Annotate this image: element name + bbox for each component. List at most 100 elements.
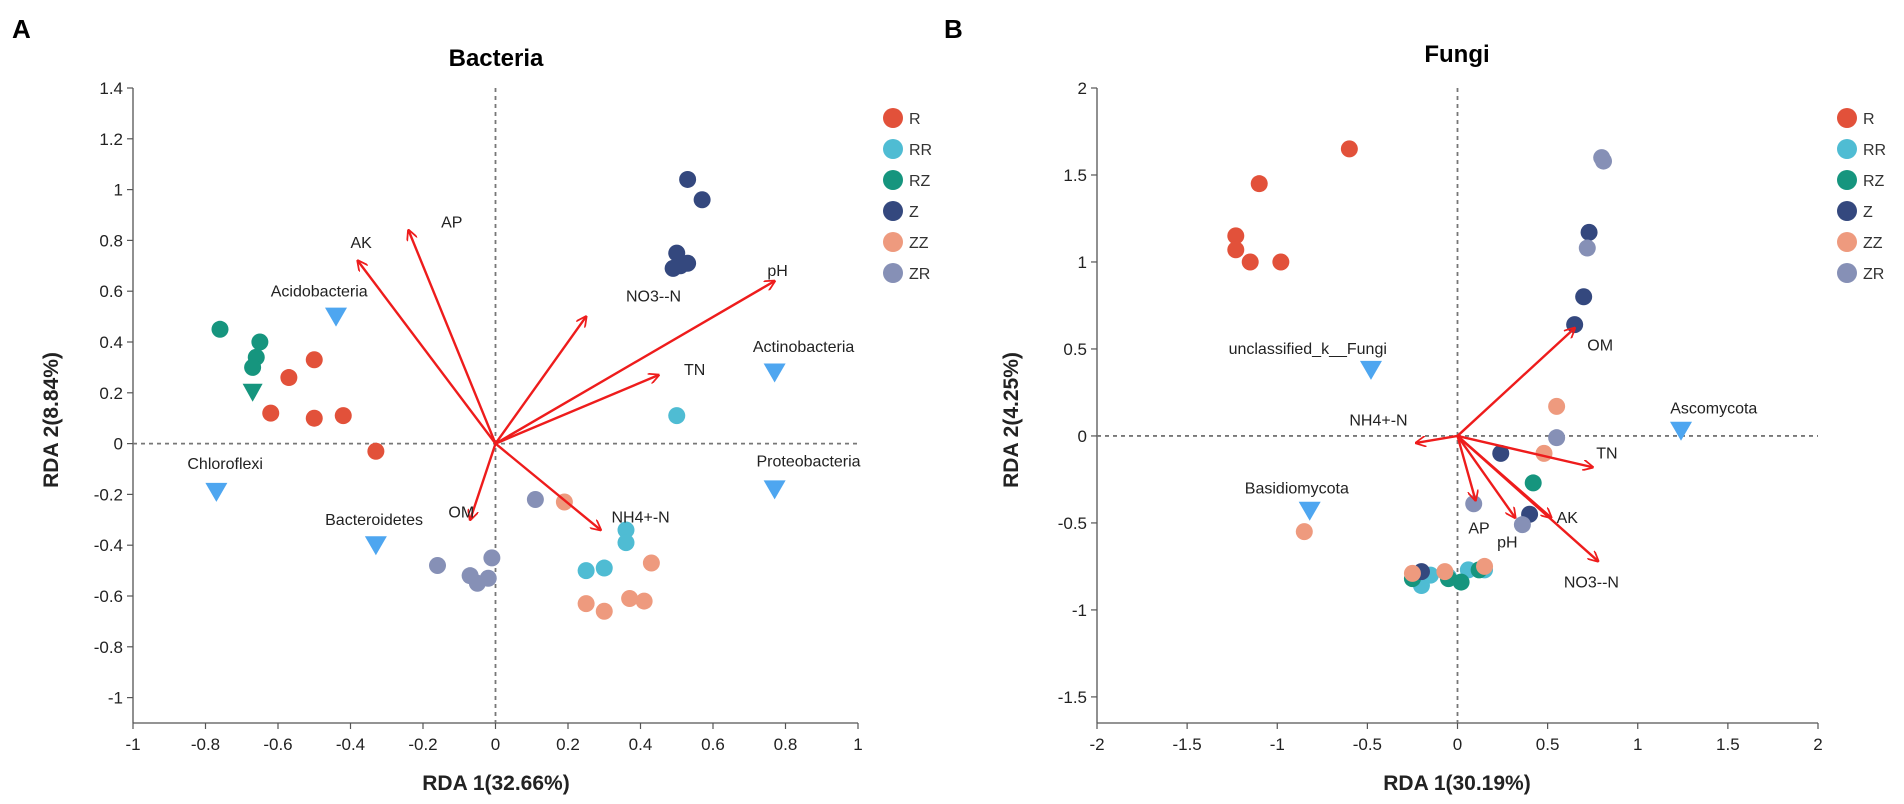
legend-label-rr: RR — [1863, 142, 1886, 159]
env-arrow — [1456, 328, 1575, 437]
env-arrow-label: TN — [684, 362, 705, 379]
legend-label-zz: ZZ — [1863, 235, 1883, 252]
legend-label-zz: ZZ — [909, 235, 929, 252]
taxon-marker — [763, 480, 786, 500]
taxon-label: Basidiomycota — [1245, 480, 1349, 497]
sample-point-zz — [1535, 444, 1553, 462]
legend-marker-zr — [1837, 263, 1857, 283]
sample-point-r — [1272, 253, 1290, 271]
env-arrow — [470, 443, 497, 520]
panel-letter-a: A — [12, 14, 31, 44]
taxon-marker — [763, 363, 786, 383]
legend-marker-rz — [883, 170, 903, 190]
env-arrow — [494, 281, 775, 445]
y-tick-label: 0 — [114, 435, 123, 454]
env-arrow-label: NH4+-N — [612, 509, 670, 526]
sample-point-zz — [642, 554, 660, 572]
x-tick-label: 0.2 — [556, 735, 580, 754]
env-arrow-label: pH — [767, 263, 787, 280]
y-tick-label: -0.8 — [94, 638, 123, 657]
x-tick-label: -0.5 — [1353, 735, 1382, 754]
legend-label-r: R — [909, 111, 921, 128]
y-axis-label-fungi: RDA 2(4.25%) — [1000, 352, 1023, 488]
x-tick-label: 0.8 — [774, 735, 798, 754]
plot-area-bacteria: -1 -0.8 -0.6 -0.4 -0.2 0 0.2 0.4 0.6 0.8 1 1.4 1.2 1 0… — [94, 79, 932, 754]
sample-point-zz — [1295, 523, 1313, 541]
chart-title-fungi: Fungi — [1424, 41, 1489, 68]
sample-point-zz — [1548, 397, 1566, 415]
y-tick-label: 1.2 — [99, 130, 123, 149]
sample-point-rz — [1452, 573, 1470, 591]
taxon-label: Bacteroidetes — [325, 512, 423, 529]
sample-point-zr — [483, 549, 501, 567]
sample-point-r — [1227, 241, 1245, 259]
legend-label-r: R — [1863, 111, 1875, 128]
y-axis-label-bacteria: RDA 2(8.84%) — [40, 352, 63, 488]
env-arrow — [1456, 435, 1516, 518]
x-tick-label: 0.5 — [1536, 735, 1560, 754]
sample-point-zr — [526, 490, 544, 508]
y-tick-label: 1.4 — [99, 79, 123, 98]
sample-point-r — [1227, 227, 1245, 245]
sample-point-zz — [621, 590, 639, 608]
legend-label-zr: ZR — [1863, 266, 1884, 283]
y-tick-label: -0.4 — [94, 536, 123, 555]
sample-point-rz — [211, 320, 229, 338]
x-tick-label: 0 — [1453, 735, 1462, 754]
legend-label-rr: RR — [909, 142, 932, 159]
sample-point-rr — [617, 521, 635, 539]
y-tick-label: 0 — [1078, 427, 1087, 446]
sample-point-z — [1580, 223, 1598, 241]
sample-point-zr — [1548, 429, 1566, 447]
y-tick-label: 1 — [1078, 253, 1087, 272]
x-tick-label: -0.6 — [263, 735, 292, 754]
y-tick-label: -1 — [1072, 601, 1087, 620]
sample-point-z — [664, 259, 682, 277]
legend-marker-r — [1837, 108, 1857, 128]
x-tick-label: -1 — [1270, 735, 1285, 754]
env-arrow-label: AK — [1557, 510, 1579, 527]
y-tick-label: 0.6 — [99, 282, 123, 301]
sample-point-rz — [1524, 474, 1542, 492]
sample-point-r — [1250, 175, 1268, 193]
x-tick-label: -0.8 — [191, 735, 220, 754]
legend-label-rz: RZ — [1863, 173, 1885, 190]
x-axis-label-bacteria: RDA 1(32.66%) — [422, 772, 569, 795]
sample-point-zz — [577, 595, 595, 613]
y-tick-label: 2 — [1078, 79, 1087, 98]
y-tick-label: -1 — [108, 689, 123, 708]
y-tick-label: 0.8 — [99, 231, 123, 250]
sample-point-rr — [617, 534, 635, 552]
taxon-marker — [205, 482, 228, 502]
taxon-label: Ascomycota — [1670, 400, 1757, 417]
sample-point-z — [1492, 444, 1510, 462]
sample-point-zr — [1513, 516, 1531, 534]
env-arrow-label: NO3--N — [1564, 574, 1619, 591]
legend-marker-zz — [1837, 232, 1857, 252]
sample-point-r — [305, 409, 323, 427]
y-tick-label: -0.2 — [94, 485, 123, 504]
sample-point-r — [280, 369, 298, 387]
legend-marker-zr — [883, 263, 903, 283]
plot-area-fungi: -2 -1.5 -1 -0.5 0 0.5 1 1.5 2 2 1.5 1 0.5 0 -0.5 -1 -1.5… — [1058, 79, 1886, 754]
taxon-marker — [1298, 501, 1321, 521]
env-arrow — [494, 317, 587, 445]
sample-point-r — [262, 404, 280, 422]
env-arrow — [494, 442, 601, 530]
env-arrow-label: AP — [1468, 520, 1489, 537]
sample-point-zz — [635, 592, 653, 610]
x-tick-label: 0 — [491, 735, 500, 754]
env-arrow — [358, 261, 497, 445]
env-arrow — [495, 375, 659, 445]
sample-point-rz — [251, 333, 269, 351]
sample-point-rr — [595, 559, 613, 577]
x-tick-label: 0.4 — [629, 735, 653, 754]
legend-label-z: Z — [1863, 204, 1873, 221]
sample-point-r — [1241, 253, 1259, 271]
env-arrow-label: AK — [351, 235, 373, 252]
sample-point-rz — [244, 358, 262, 376]
x-tick-label: 1 — [853, 735, 862, 754]
env-arrow-label: AP — [441, 215, 462, 232]
sample-triangle-rz — [242, 383, 263, 402]
taxon-label: Chloroflexi — [187, 456, 263, 473]
